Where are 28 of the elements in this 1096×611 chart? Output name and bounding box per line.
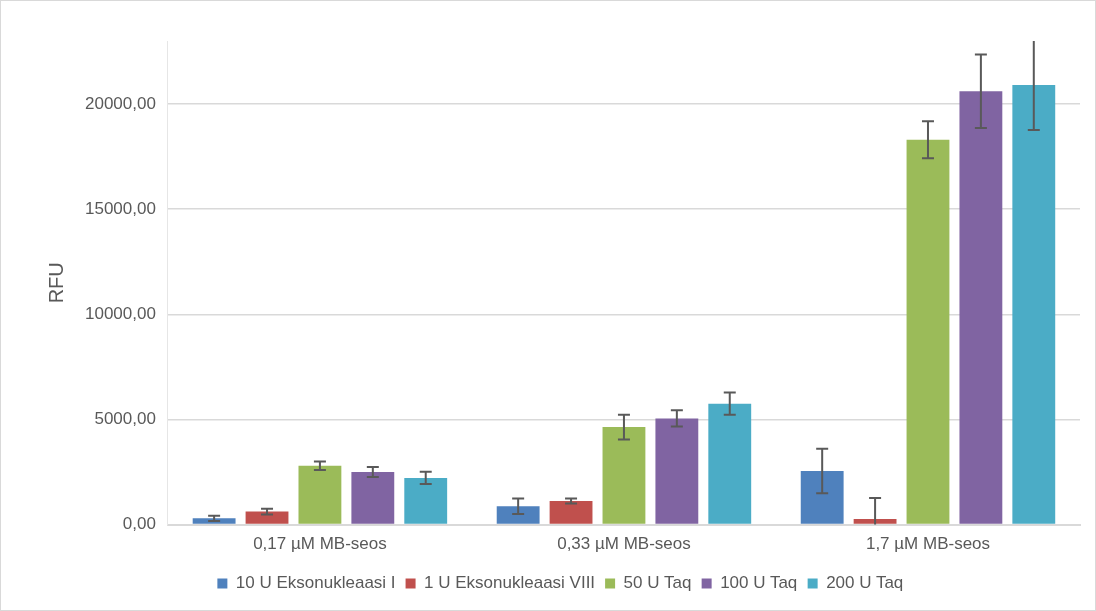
bar <box>245 511 289 524</box>
bar <box>602 427 646 524</box>
bar <box>959 91 1003 524</box>
legend-label: 50 U Taq <box>623 573 692 593</box>
bar <box>655 418 699 524</box>
bar <box>1012 84 1056 524</box>
legend-label: 100 U Taq <box>720 573 798 593</box>
y-tick-label: 0,00 <box>122 514 156 534</box>
bar <box>906 139 950 524</box>
y-tick-label: 20000,00 <box>85 93 156 113</box>
bar <box>496 506 540 524</box>
y-tick-label: 10000,00 <box>85 304 156 324</box>
bar <box>549 501 593 524</box>
legend-label: 10 U Eksonukleaasi I <box>235 573 396 593</box>
legend-label: 1 U Eksonukleaasi VIII <box>424 573 596 593</box>
bar <box>708 403 752 524</box>
y-tick-label: 5000,00 <box>94 409 156 429</box>
y-axis-title: RFU <box>44 262 67 304</box>
bar <box>351 472 395 524</box>
x-tick-label: 0,17 µM MB-seos <box>253 534 387 554</box>
bar <box>404 477 448 524</box>
bar <box>853 518 897 524</box>
bar <box>800 470 844 524</box>
x-tick-label: 0,33 µM MB-seos <box>557 534 691 554</box>
x-tick-label: 1,7 µM MB-seos <box>865 534 991 554</box>
legend-label: 200 U Taq <box>826 573 904 593</box>
y-tick-label: 15000,00 <box>85 198 156 218</box>
bar <box>298 465 342 524</box>
